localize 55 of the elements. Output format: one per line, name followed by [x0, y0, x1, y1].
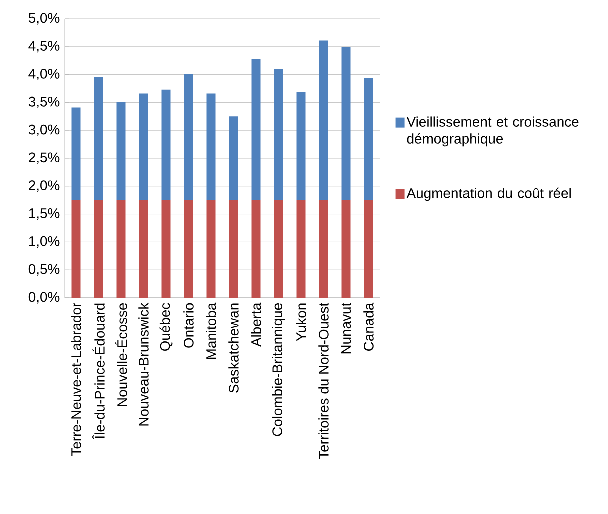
bar: [184, 200, 194, 298]
bar: [94, 200, 104, 298]
x-tick-label: Manitoba: [206, 302, 216, 360]
y-tick-label: 2,0%: [29, 180, 60, 192]
bar: [364, 200, 374, 298]
bar: [139, 200, 148, 298]
legend-label: Augmentation du coût réel: [406, 188, 571, 202]
x-tick-label: Canada: [364, 302, 374, 352]
y-tick-label: 3,5%: [28, 96, 60, 108]
bar: [206, 94, 216, 200]
x-tick-label: Québec: [160, 303, 173, 352]
bar: [252, 200, 261, 298]
bar: [116, 200, 126, 298]
bar: [319, 40, 328, 200]
bar: [116, 102, 126, 200]
bar: [342, 200, 351, 298]
legend-label: Vieillissement et croissance démographique: [406, 116, 579, 147]
x-tick-label: Ontario: [184, 303, 194, 348]
y-tick-label: 5,0%: [28, 13, 60, 25]
bar: [139, 94, 148, 200]
bar: [252, 59, 261, 200]
bar: [364, 78, 374, 200]
bar: [274, 69, 284, 200]
x-tick-label: Nunavut: [341, 302, 352, 354]
bar: [229, 200, 238, 298]
bar: [94, 77, 104, 200]
y-tick-label: 0,0%: [28, 292, 60, 304]
bar: [229, 116, 238, 200]
x-tick-label: Alberta: [251, 302, 262, 348]
bar: [162, 90, 171, 200]
bar: [184, 74, 194, 200]
x-tick-label: Colombie-Britannique: [272, 303, 286, 436]
x-tick-label: Nouvelle-Écosse: [115, 303, 128, 406]
y-tick-label: 3,0%: [28, 124, 60, 136]
y-tick-label: 1,5%: [29, 208, 60, 220]
y-tick-label: 4,0%: [28, 69, 60, 81]
bar: [296, 200, 306, 298]
bar: [296, 92, 306, 200]
bar: [72, 108, 81, 200]
y-tick-label: 2,5%: [29, 152, 60, 164]
bar: [342, 47, 351, 200]
y-tick-label: 1,0%: [29, 236, 60, 248]
x-tick-label: Territoires du Nord-Ouest: [318, 302, 329, 460]
bar: [274, 200, 284, 298]
bar: [206, 200, 216, 298]
bar: [72, 200, 81, 298]
bar: [319, 200, 328, 298]
x-tick-label: Yukon: [296, 304, 306, 342]
bar: [162, 200, 171, 298]
y-tick-label: 0,5%: [28, 264, 60, 276]
y-tick-label: 4,5%: [28, 41, 60, 53]
x-tick-label: Nouveau-Brunswick: [138, 302, 149, 426]
x-tick-label: Saskatchewan: [228, 304, 239, 393]
x-tick-label: Île-du-Prince-Édouard: [92, 304, 105, 440]
x-tick-label: Terre-Neuve-et-Labrador: [71, 303, 82, 456]
